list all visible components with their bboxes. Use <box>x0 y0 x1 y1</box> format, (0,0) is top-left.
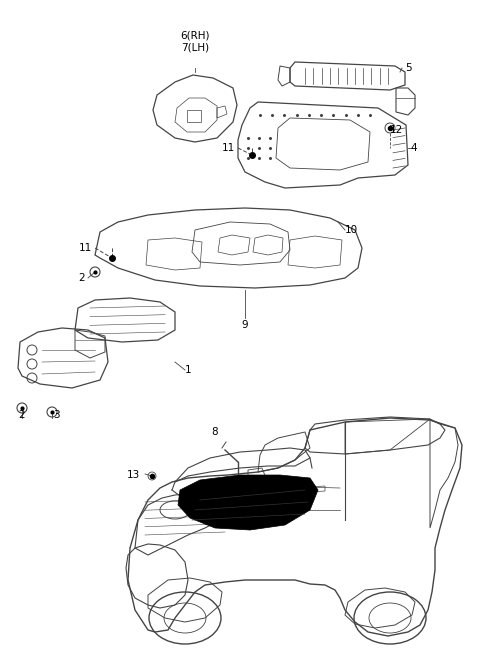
Text: 2: 2 <box>78 273 85 283</box>
Text: 3: 3 <box>53 410 60 420</box>
Text: 11: 11 <box>79 243 92 253</box>
Text: 1: 1 <box>185 365 192 375</box>
Text: 5: 5 <box>405 63 412 73</box>
Text: 9: 9 <box>242 320 248 330</box>
Text: 10: 10 <box>345 225 358 235</box>
Text: 6(RH)
7(LH): 6(RH) 7(LH) <box>180 30 210 52</box>
Text: 4: 4 <box>410 143 417 153</box>
Text: 13: 13 <box>127 470 140 480</box>
Text: 8: 8 <box>212 427 218 437</box>
Text: 11: 11 <box>222 143 235 153</box>
Text: 12: 12 <box>390 125 403 135</box>
Polygon shape <box>178 475 318 530</box>
Text: 2: 2 <box>19 410 25 420</box>
